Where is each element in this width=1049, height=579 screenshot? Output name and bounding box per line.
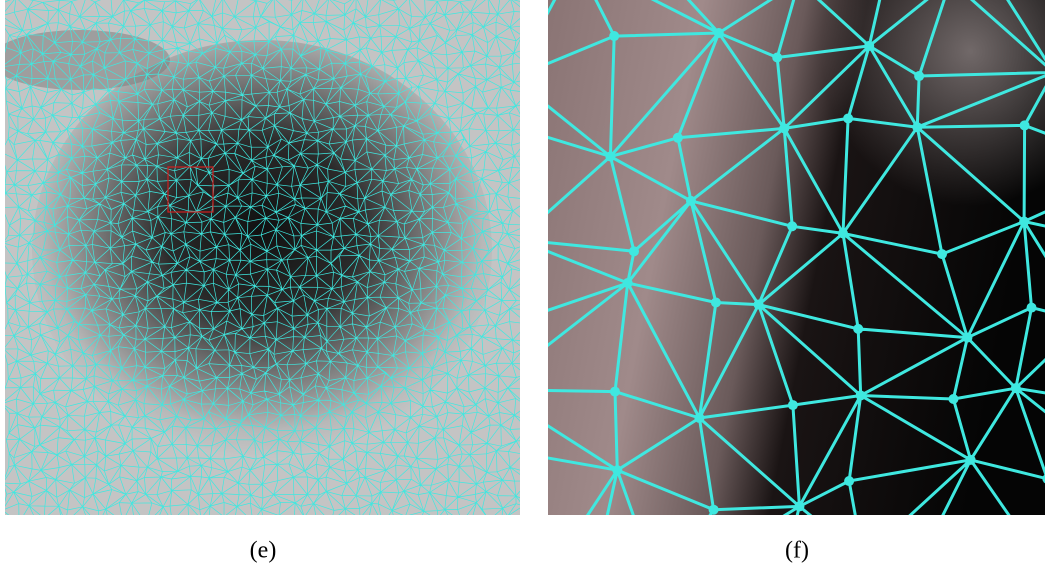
mesh-vertex (596, 539, 606, 549)
panel-e-image (5, 0, 520, 515)
mesh-vertex (545, 568, 555, 578)
mesh-vertex (628, 246, 639, 257)
mesh-vertex (864, 40, 875, 51)
mesh-vertex (1019, 216, 1030, 227)
mesh-vertex (912, 122, 923, 133)
mesh-lines (5, 0, 520, 515)
mesh-vertex (843, 113, 854, 124)
mesh-vertex (787, 400, 798, 411)
mesh-vertex (936, 249, 947, 260)
mesh-vertex (609, 386, 620, 397)
zoom-box (167, 166, 214, 213)
mesh-vertex (855, 390, 866, 401)
mesh-vertex (853, 323, 864, 334)
mesh-vertex (777, 573, 787, 579)
mesh-vertex (914, 71, 925, 82)
mesh-vertex (1042, 474, 1045, 484)
image-light (548, 0, 1045, 515)
caption: (f) (785, 538, 809, 564)
mesh-vertex (753, 299, 764, 310)
caption: (e) (250, 538, 277, 564)
mesh-vertex (844, 476, 855, 487)
mesh (5, 0, 520, 515)
mesh (545, 0, 1045, 579)
mesh-vertex (710, 297, 721, 308)
mesh-vertex (694, 412, 705, 423)
mesh-vertex (787, 221, 798, 232)
mesh-vertex (1026, 302, 1037, 313)
mesh-vertex (772, 52, 783, 63)
image-blob (32, 40, 492, 460)
mesh-vertex (837, 228, 848, 239)
mesh-vertex (605, 151, 616, 162)
mesh-vertex (685, 195, 696, 206)
mesh-vertex (609, 31, 620, 42)
mesh-vertex (965, 454, 976, 465)
mesh-vertex (622, 277, 633, 288)
mesh-vertex (914, 558, 924, 568)
mesh-vertex (962, 332, 973, 343)
panel-f-image (545, 0, 1045, 579)
mesh-vertex (779, 123, 790, 134)
mesh-vertex (1019, 120, 1030, 131)
mesh-vertex (713, 28, 724, 39)
mesh-vertex (858, 554, 868, 564)
mesh-lines (548, 0, 1045, 515)
mesh-vertex (612, 465, 623, 476)
mesh-vertex (672, 132, 683, 143)
mesh-vertex (794, 501, 805, 512)
mesh-vertex (948, 393, 959, 404)
mesh-vertex (1010, 383, 1021, 394)
mesh-vertex (708, 504, 719, 515)
